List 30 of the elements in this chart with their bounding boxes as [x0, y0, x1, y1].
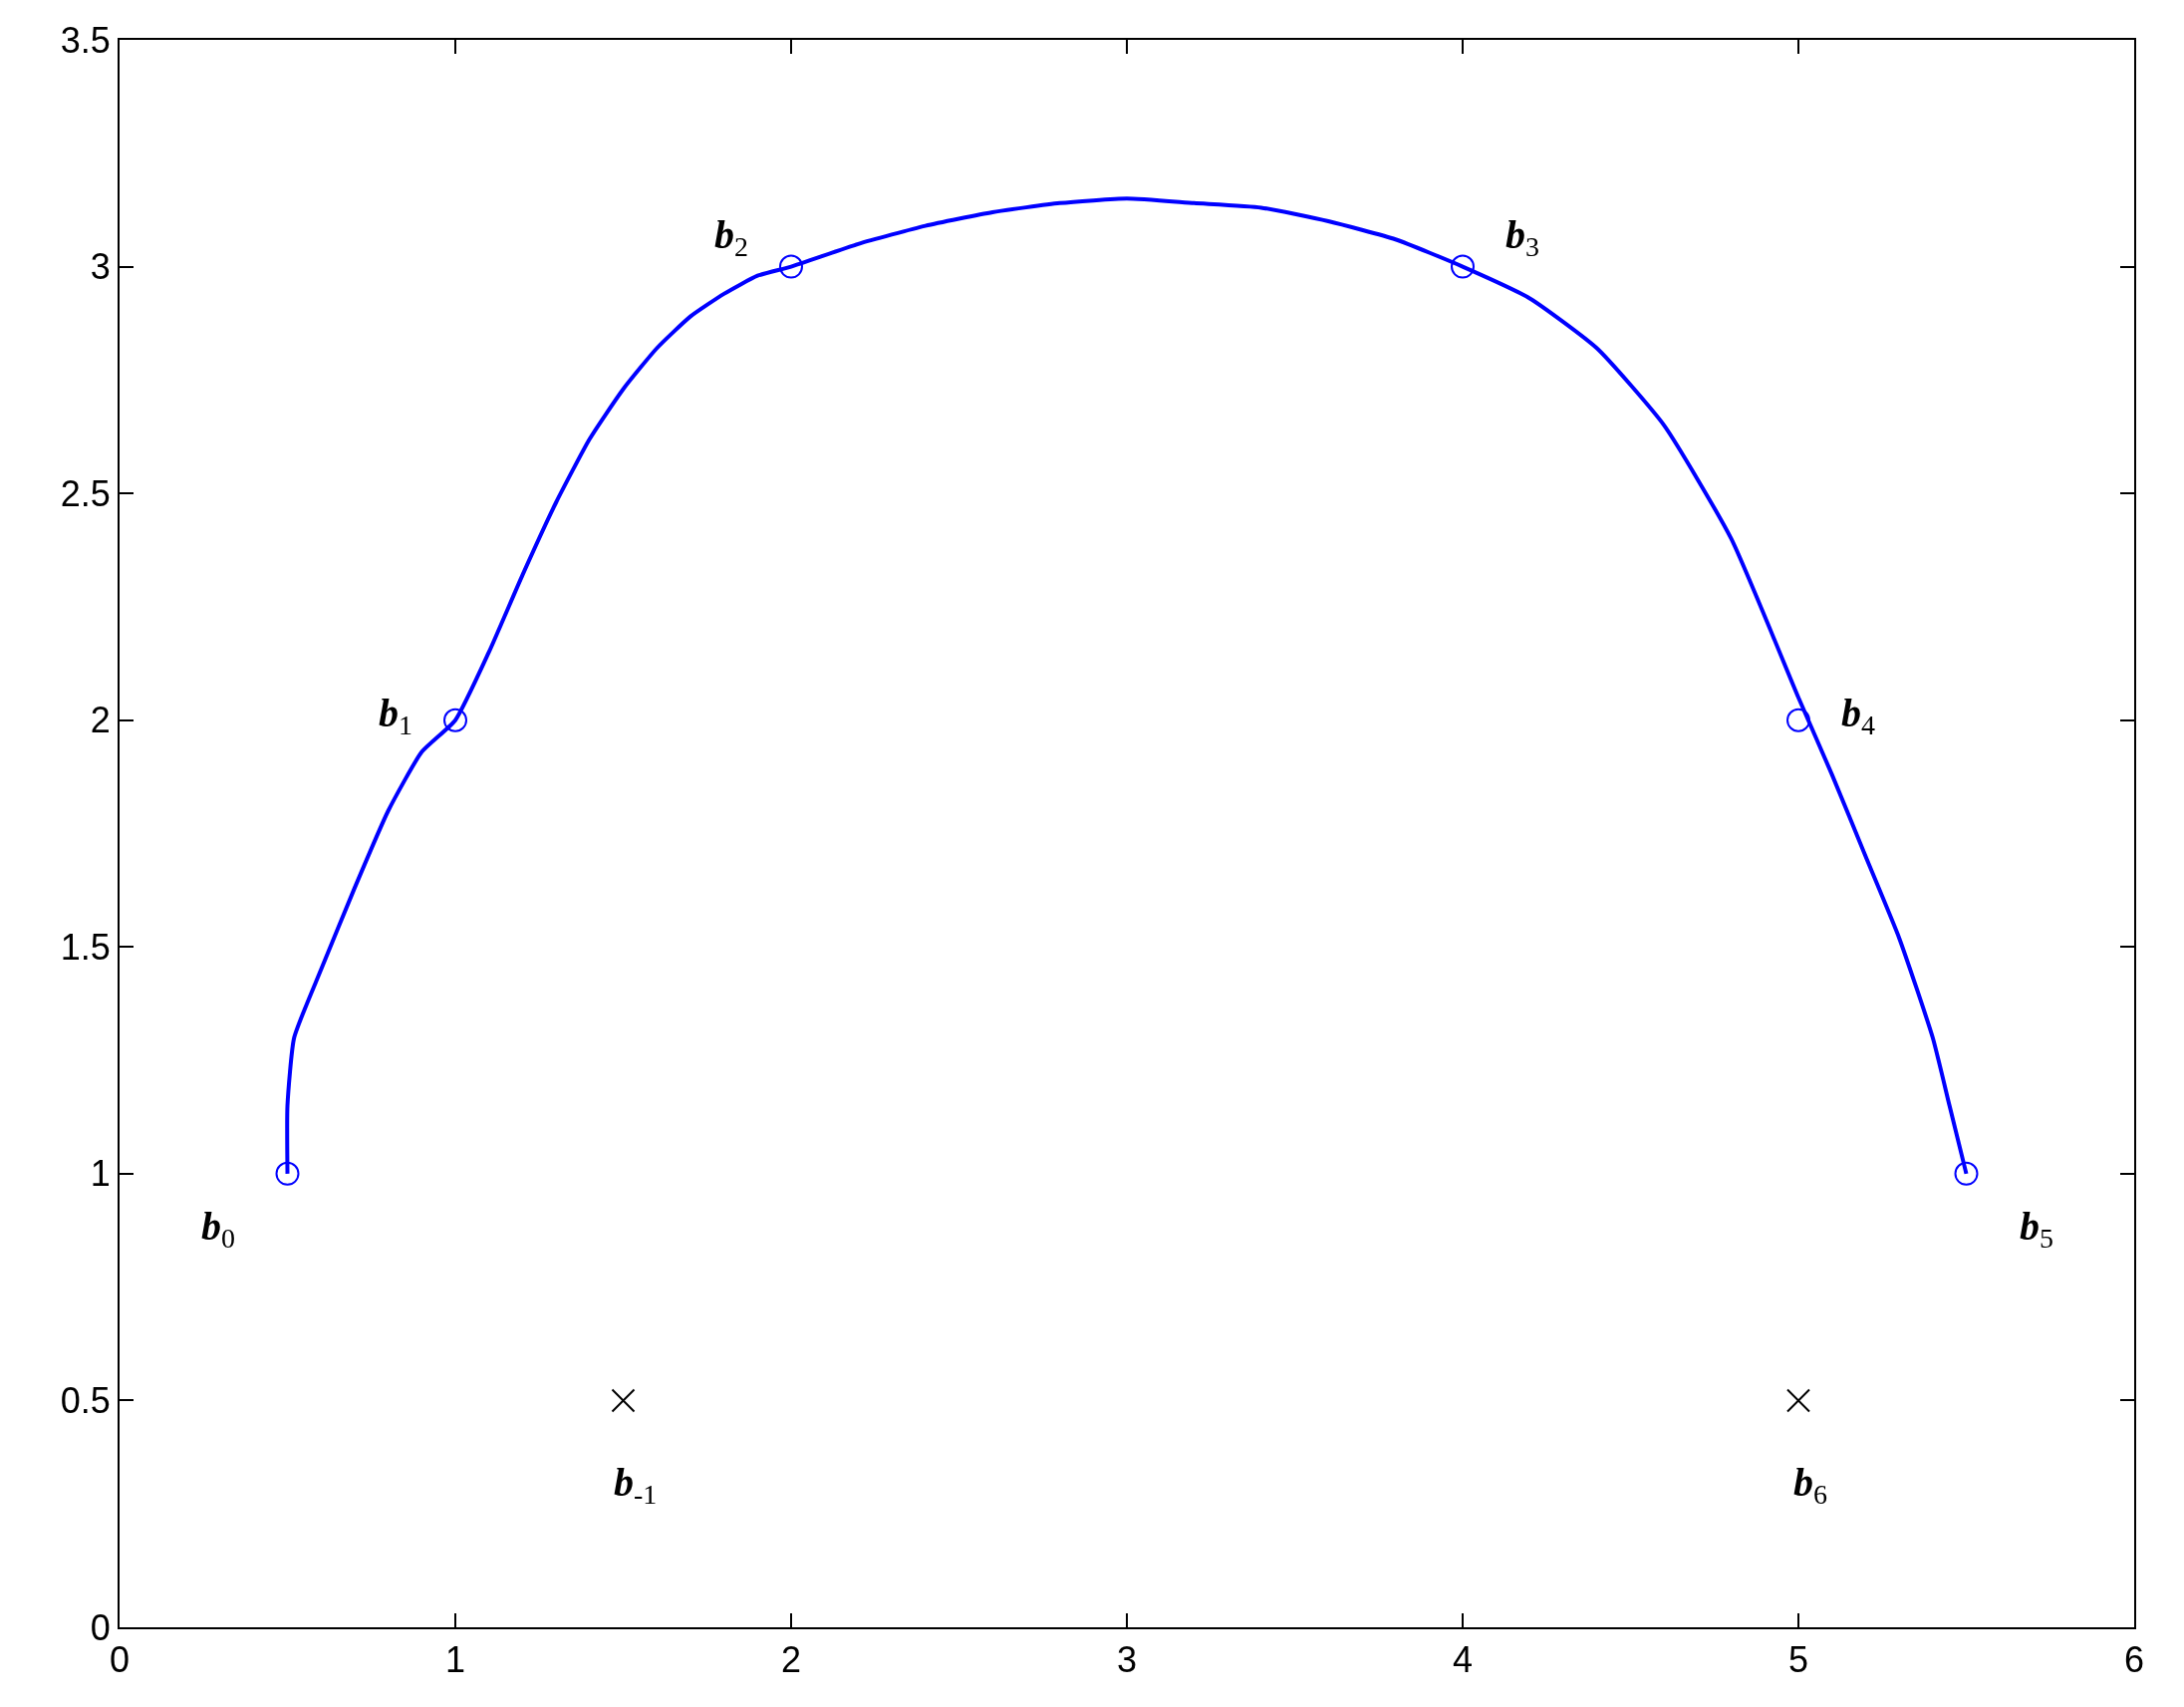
y-tick-label: 3: [90, 246, 111, 288]
point: [443, 708, 467, 732]
annotation: b$_{1}$: [379, 691, 412, 741]
annotation: b$_{-1}$: [614, 1460, 658, 1511]
x-tick-label: 4: [1452, 1639, 1474, 1681]
point: [275, 1161, 300, 1186]
annotation: b$_{2}$: [714, 212, 748, 263]
point: [1786, 1388, 1810, 1413]
annotation: b$_{5}$: [2020, 1204, 2053, 1255]
point: [611, 1388, 636, 1413]
x-tick-label: 3: [1116, 1639, 1138, 1681]
x-tick-label: 1: [444, 1639, 466, 1681]
y-tick-label: 0.5: [60, 1380, 111, 1422]
point: [1786, 708, 1810, 732]
y-tick-label: 2.5: [60, 472, 111, 514]
point: [779, 254, 803, 279]
y-tick-label: 2: [90, 700, 111, 741]
y-tick-label: 3.5: [60, 19, 111, 61]
annotation: b$_{0}$: [201, 1204, 235, 1255]
annotation: b$_{6}$: [1793, 1460, 1827, 1511]
point: [1954, 1161, 1979, 1186]
annotation: b$_{3}$: [1505, 212, 1539, 263]
y-tick-label: 0: [90, 1606, 111, 1648]
annotation: b$_{4}$: [1841, 691, 1875, 741]
x-tick-label: 5: [1787, 1639, 1809, 1681]
x-tick-label: 6: [2123, 1639, 2145, 1681]
point: [1451, 254, 1475, 279]
x-tick-label: 2: [780, 1639, 802, 1681]
y-tick-label: 1: [90, 1153, 111, 1195]
y-tick-label: 1.5: [60, 926, 111, 968]
